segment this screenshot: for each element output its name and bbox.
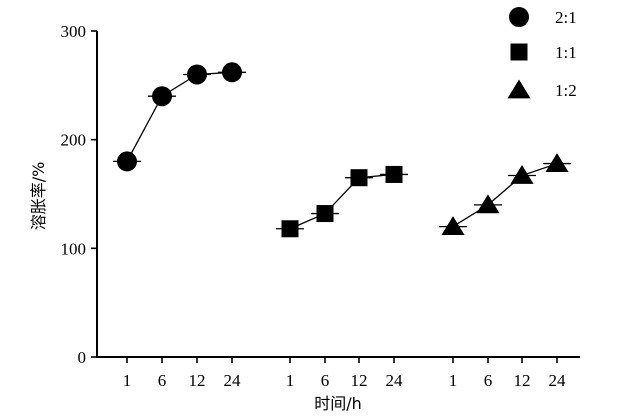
- series-line: [289, 173, 395, 230]
- y-ticks: 0 100 200 300: [61, 22, 97, 367]
- legend-item: 1:2: [507, 79, 577, 100]
- data-point-square: [316, 205, 334, 223]
- x-tick-label: 12: [351, 371, 368, 390]
- y-tick-label: 300: [61, 22, 87, 41]
- x-axis-title: 时间/h: [314, 394, 362, 413]
- series-1: [113, 62, 246, 172]
- series-line: [126, 71, 233, 162]
- legend-item: 2:1: [509, 7, 577, 27]
- data-point-triangle: [545, 153, 569, 172]
- data-point-square: [385, 165, 403, 183]
- data-point-square: [281, 220, 299, 238]
- x-tick-label: 1: [123, 371, 132, 390]
- data-point-circle: [509, 7, 529, 27]
- x-tick-label: 6: [158, 371, 167, 390]
- data-point-triangle: [510, 165, 534, 184]
- legend-label: 1:2: [555, 81, 577, 100]
- x-tick-label: 6: [321, 371, 330, 390]
- x-tick-label: 6: [484, 371, 493, 390]
- series-line: [452, 162, 558, 228]
- plot-area: 0 100 200 300 1 6 12 24 1 6 12 24 1 6 12 24 时间/h 溶胀率/%: [29, 22, 580, 413]
- y-axis-title: 溶胀率/%: [29, 162, 48, 231]
- y-tick-label: 200: [61, 131, 87, 150]
- series-layer: [113, 62, 571, 238]
- x-ticks: 1 6 12 24 1 6 12 24 1 6 12 24: [123, 357, 566, 390]
- x-tick-label: 12: [514, 371, 531, 390]
- legend-item: 1:1: [510, 43, 577, 62]
- data-point-square: [350, 169, 368, 187]
- data-point-circle: [117, 151, 137, 172]
- y-tick-label: 100: [61, 239, 87, 258]
- x-tick-label: 1: [449, 371, 458, 390]
- x-tick-label: 1: [286, 371, 295, 390]
- data-point-circle: [187, 64, 207, 85]
- x-tick-label: 24: [386, 371, 404, 390]
- x-tick-label: 24: [224, 371, 242, 390]
- series-2: [276, 165, 408, 238]
- data-point-square: [510, 43, 528, 61]
- legend: 2:1 1:1 1:2: [507, 7, 577, 100]
- data-point-triangle: [476, 194, 500, 214]
- legend-label: 1:1: [555, 43, 577, 62]
- x-tick-label: 24: [549, 371, 567, 390]
- legend-label: 2:1: [555, 8, 577, 27]
- y-tick-label: 0: [78, 348, 87, 367]
- data-point-triangle: [507, 79, 531, 99]
- series-3: [439, 153, 571, 235]
- data-point-circle: [152, 86, 172, 107]
- x-tick-label: 12: [189, 371, 206, 390]
- data-point-circle: [222, 62, 242, 83]
- data-point-triangle: [441, 216, 465, 235]
